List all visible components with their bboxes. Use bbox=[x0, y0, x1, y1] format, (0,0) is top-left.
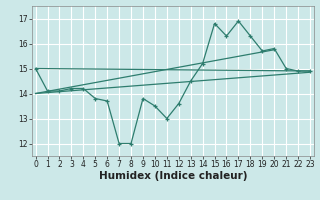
X-axis label: Humidex (Indice chaleur): Humidex (Indice chaleur) bbox=[99, 171, 247, 181]
